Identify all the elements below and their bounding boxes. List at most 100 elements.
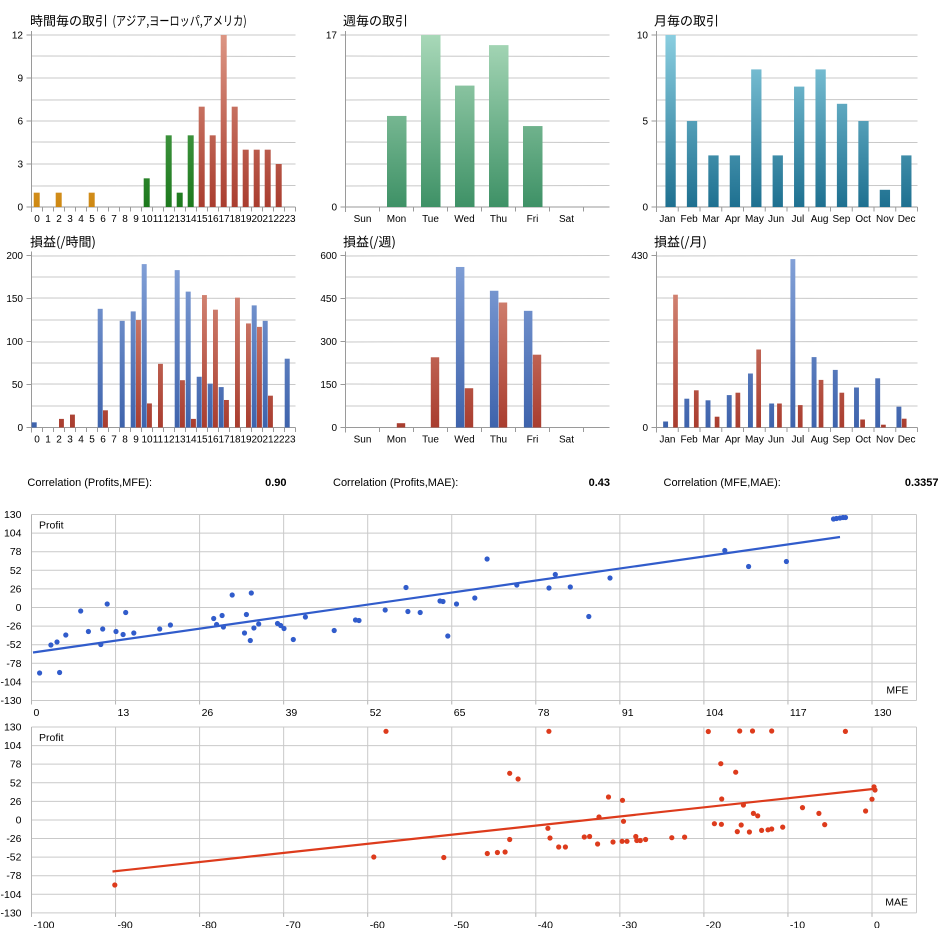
- svg-text:430: 430: [631, 251, 648, 262]
- svg-text:78: 78: [538, 707, 550, 719]
- svg-text:0: 0: [331, 203, 337, 214]
- svg-text:Jul: Jul: [792, 214, 805, 225]
- svg-text:26: 26: [202, 707, 214, 719]
- svg-text:117: 117: [790, 707, 807, 719]
- svg-text:Wed: Wed: [454, 214, 474, 225]
- svg-text:0: 0: [16, 602, 22, 614]
- svg-text:10: 10: [637, 31, 649, 42]
- svg-text:20: 20: [251, 214, 263, 225]
- svg-text:9: 9: [133, 214, 139, 225]
- svg-text:16: 16: [207, 214, 219, 225]
- svg-text:10: 10: [141, 435, 153, 446]
- svg-text:23: 23: [284, 214, 296, 225]
- svg-text:14: 14: [185, 435, 197, 446]
- svg-text:Jul: Jul: [792, 435, 805, 446]
- svg-text:18: 18: [229, 435, 241, 446]
- svg-text:13: 13: [174, 214, 186, 225]
- svg-text:21: 21: [262, 214, 274, 225]
- svg-text:-30: -30: [622, 920, 637, 928]
- svg-text:20: 20: [251, 435, 263, 446]
- svg-text:15: 15: [196, 214, 208, 225]
- svg-text:Correlation (Profits,MFE):: Correlation (Profits,MFE):: [27, 477, 152, 489]
- svg-text:130: 130: [874, 707, 892, 719]
- svg-text:1: 1: [45, 435, 51, 446]
- svg-text:150: 150: [6, 294, 23, 305]
- svg-text:39: 39: [286, 707, 298, 719]
- svg-text:16: 16: [207, 435, 219, 446]
- svg-text:2: 2: [56, 435, 62, 446]
- svg-text:Jan: Jan: [659, 214, 675, 225]
- svg-text:Wed: Wed: [454, 435, 474, 446]
- svg-text:8: 8: [122, 214, 128, 225]
- svg-text:78: 78: [10, 759, 22, 771]
- svg-text:May: May: [745, 435, 764, 446]
- svg-text:-80: -80: [202, 920, 217, 928]
- svg-text:13: 13: [174, 435, 186, 446]
- svg-text:Tue: Tue: [422, 214, 439, 225]
- svg-text:104: 104: [706, 707, 724, 719]
- svg-text:Mar: Mar: [702, 435, 720, 446]
- svg-text:0: 0: [34, 214, 40, 225]
- svg-text:Profit: Profit: [39, 732, 64, 744]
- svg-text:22: 22: [273, 435, 285, 446]
- svg-text:Correlation (MFE,MAE):: Correlation (MFE,MAE):: [664, 477, 781, 489]
- svg-text:Thu: Thu: [490, 435, 507, 446]
- svg-text:3: 3: [17, 160, 23, 171]
- svg-text:Sep: Sep: [833, 435, 851, 446]
- svg-text:MAE: MAE: [885, 897, 908, 909]
- svg-text:-52: -52: [6, 639, 21, 651]
- svg-text:19: 19: [240, 214, 252, 225]
- svg-text:Apr: Apr: [725, 214, 741, 225]
- svg-text:Nov: Nov: [876, 214, 894, 225]
- svg-text:-60: -60: [370, 920, 385, 928]
- svg-text:-78: -78: [6, 870, 21, 882]
- svg-text:100: 100: [6, 337, 23, 348]
- svg-text:26: 26: [10, 796, 22, 808]
- svg-text:52: 52: [10, 565, 22, 577]
- svg-text:200: 200: [6, 251, 23, 262]
- svg-text:Feb: Feb: [680, 214, 698, 225]
- svg-text:0: 0: [642, 203, 648, 214]
- svg-text:Correlation (Profits,MAE):: Correlation (Profits,MAE):: [333, 477, 458, 489]
- svg-text:Dec: Dec: [898, 214, 916, 225]
- svg-text:0: 0: [34, 707, 40, 719]
- svg-text:23: 23: [284, 435, 296, 446]
- svg-text:-70: -70: [286, 920, 301, 928]
- svg-text:0: 0: [331, 423, 337, 434]
- svg-text:150: 150: [320, 380, 337, 391]
- svg-text:130: 130: [4, 722, 22, 734]
- svg-text:15: 15: [196, 435, 208, 446]
- svg-text:17: 17: [218, 214, 230, 225]
- svg-text:600: 600: [320, 251, 337, 262]
- svg-text:1: 1: [45, 214, 51, 225]
- svg-text:Mon: Mon: [387, 214, 406, 225]
- svg-text:Oct: Oct: [855, 435, 871, 446]
- svg-text:Thu: Thu: [490, 214, 507, 225]
- svg-text:-52: -52: [6, 852, 21, 864]
- svg-text:19: 19: [240, 435, 252, 446]
- svg-text:6: 6: [100, 214, 106, 225]
- svg-text:Aug: Aug: [811, 214, 829, 225]
- svg-text:50: 50: [12, 380, 24, 391]
- svg-text:18: 18: [229, 214, 241, 225]
- svg-text:-130: -130: [0, 907, 21, 919]
- svg-text:6: 6: [17, 117, 23, 128]
- svg-text:13: 13: [118, 707, 130, 719]
- svg-text:Aug: Aug: [811, 435, 829, 446]
- svg-text:3: 3: [67, 435, 73, 446]
- svg-text:0.43: 0.43: [589, 477, 610, 489]
- svg-text:Dec: Dec: [898, 435, 916, 446]
- svg-text:Jan: Jan: [659, 435, 675, 446]
- svg-text:104: 104: [4, 528, 22, 540]
- svg-text:4: 4: [78, 214, 84, 225]
- svg-text:9: 9: [17, 74, 23, 85]
- svg-text:Profit: Profit: [39, 520, 64, 532]
- svg-text:-104: -104: [0, 676, 21, 688]
- svg-text:11: 11: [153, 435, 164, 446]
- svg-text:65: 65: [454, 707, 466, 719]
- svg-text:12: 12: [163, 214, 175, 225]
- svg-text:-26: -26: [6, 833, 21, 845]
- svg-text:-100: -100: [34, 920, 55, 928]
- svg-text:5: 5: [89, 435, 95, 446]
- svg-text:Sep: Sep: [833, 214, 851, 225]
